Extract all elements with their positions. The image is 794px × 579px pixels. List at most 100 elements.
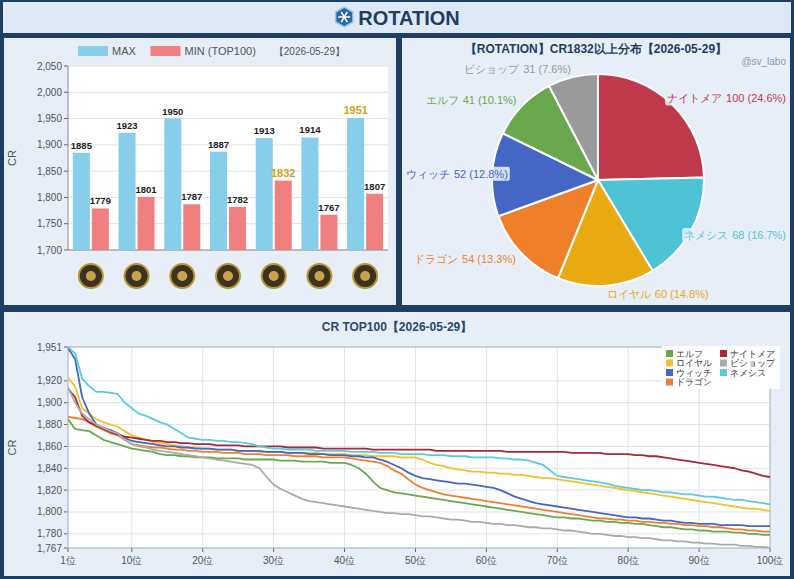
bar	[320, 215, 337, 250]
legend-label: MIN (TOP100)	[185, 45, 256, 57]
category-icon	[353, 264, 377, 288]
tick-label: 1,700	[37, 245, 62, 256]
slice-label-value: 60 (14.8%)	[655, 288, 709, 300]
grid-line	[68, 250, 388, 251]
legend-label: ネメシス	[730, 368, 766, 378]
annotation: @sv_labo	[741, 56, 786, 67]
data-label: 1914	[299, 124, 321, 135]
tick-mark	[64, 250, 68, 251]
tick-mark	[344, 548, 345, 552]
slice-label: ウィッチ52 (12.8%)	[406, 168, 508, 180]
tick-mark	[64, 446, 68, 447]
bar	[92, 208, 109, 250]
tick-label: 70位	[547, 555, 568, 566]
category-icon	[223, 271, 233, 281]
bar	[229, 207, 246, 250]
grid-line	[68, 92, 388, 93]
chart-title: 【ROTATION】CR1832以上分布【2026-05-29】	[465, 42, 727, 56]
slice-label-value: 31 (7.6%)	[523, 63, 571, 75]
bar	[164, 119, 181, 250]
tick-label: 1,951	[37, 342, 62, 353]
bar	[347, 118, 364, 250]
legend-label: エルフ	[676, 349, 703, 359]
legend-swatch	[720, 350, 727, 357]
tick-label: 100位	[757, 555, 784, 566]
legend-swatch	[666, 369, 673, 376]
bar	[256, 138, 273, 250]
tick-label: 1位	[60, 555, 76, 566]
grid-line	[486, 347, 487, 548]
data-label: 1951	[343, 104, 367, 116]
tick-mark	[64, 223, 68, 224]
tick-label: 1,950	[37, 113, 62, 124]
tick-mark	[486, 548, 487, 552]
tick-mark	[64, 66, 68, 67]
bar-chart: 1,7001,7501,8001,8501,9001,9502,0002,050…	[6, 45, 388, 288]
tick-label: 30位	[263, 555, 284, 566]
bar	[183, 204, 200, 250]
tick-mark	[64, 548, 68, 549]
legend-swatch	[151, 46, 181, 56]
legend-swatch	[720, 360, 727, 367]
tick-label: 60位	[476, 555, 497, 566]
legend: エルフロイヤルウィッチドラゴンナイトメアビショップネメシス	[662, 346, 780, 389]
tick-mark	[273, 548, 274, 552]
grid-line	[68, 468, 770, 469]
tick-mark	[64, 144, 68, 145]
tick-mark	[68, 548, 69, 552]
tick-mark	[64, 468, 68, 469]
tick-mark	[64, 402, 68, 403]
tick-label: 80位	[618, 555, 639, 566]
axis-title: CR	[6, 440, 18, 456]
slice-label-name: エルフ	[426, 94, 459, 106]
category-icon	[269, 271, 279, 281]
legend-label: ドラゴン	[676, 377, 712, 387]
grid-line	[68, 66, 388, 67]
bar	[366, 194, 383, 250]
grid-line	[415, 347, 416, 548]
label-patch	[665, 91, 788, 105]
category-icon	[132, 271, 142, 281]
header-icon	[341, 12, 347, 22]
tick-label: 1,900	[37, 397, 62, 408]
slice-label: ドラゴン54 (13.3%)	[414, 253, 516, 265]
grid-line	[68, 223, 388, 224]
data-label: 1950	[162, 106, 183, 117]
legend-label: ビショップ	[730, 358, 776, 368]
slice-label: ナイトメア100 (24.6%)	[667, 92, 786, 104]
bars	[73, 118, 383, 250]
axis-line	[68, 250, 388, 251]
grid-line	[68, 402, 770, 403]
grid-line	[344, 347, 345, 548]
bar	[301, 137, 318, 250]
tick-label: 20位	[192, 555, 213, 566]
tick-label: 2,050	[37, 61, 62, 72]
slice-label-value: 68 (16.7%)	[732, 229, 786, 241]
grid-line	[68, 533, 770, 534]
tick-label: 1,880	[37, 419, 62, 430]
data-label: 1779	[90, 195, 111, 206]
tick-mark	[64, 92, 68, 93]
category-icon	[79, 264, 103, 288]
label-patch	[412, 252, 518, 266]
background	[0, 0, 794, 579]
data-label: 1801	[136, 184, 158, 195]
legend-box	[662, 346, 780, 389]
page: ROTATION1,7001,7501,8001,8501,9001,9502,…	[0, 0, 794, 579]
series-line	[68, 389, 770, 477]
slice-label-value: 52 (12.8%)	[454, 168, 508, 180]
slice-label-value: 54 (13.3%)	[462, 253, 516, 265]
slice-label-value: 100 (24.6%)	[726, 92, 786, 104]
data-label: 1887	[208, 139, 229, 150]
grid-line	[68, 171, 388, 172]
slice-labels: ナイトメア100 (24.6%)ネメシス68 (16.7%)ロイヤル60 (14…	[404, 62, 788, 300]
tick-label: 1,767	[37, 543, 62, 554]
header-icon	[336, 7, 353, 27]
slice-label: ビショップ31 (7.6%)	[464, 63, 571, 75]
bar	[119, 133, 136, 250]
tick-mark	[64, 533, 68, 534]
tick-label: 90位	[689, 555, 710, 566]
grid-line	[131, 347, 132, 548]
label-patch	[404, 167, 510, 181]
line-chart: CR TOP100【2026-05-29】1,7671,7801,8001,82…	[6, 320, 783, 566]
